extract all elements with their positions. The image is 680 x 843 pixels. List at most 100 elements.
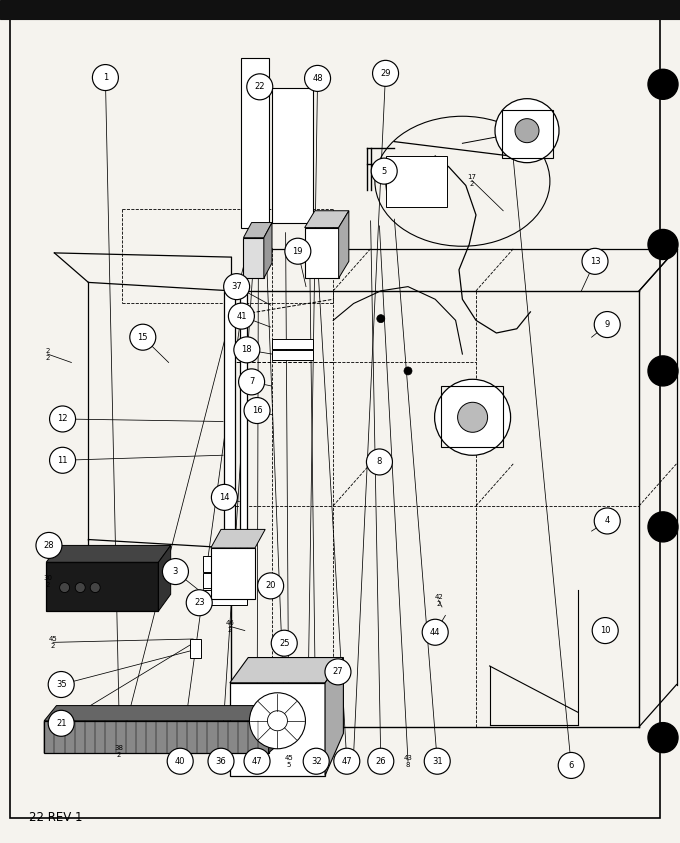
Circle shape bbox=[239, 369, 265, 395]
Circle shape bbox=[186, 590, 212, 615]
Circle shape bbox=[244, 749, 270, 774]
Text: 10: 10 bbox=[600, 626, 611, 635]
Bar bbox=[272, 88, 313, 223]
Circle shape bbox=[258, 573, 284, 599]
Text: 20: 20 bbox=[265, 582, 276, 590]
Circle shape bbox=[515, 119, 539, 142]
Circle shape bbox=[303, 749, 329, 774]
Polygon shape bbox=[339, 211, 349, 278]
Text: 48: 48 bbox=[312, 74, 323, 83]
Polygon shape bbox=[243, 223, 272, 238]
Text: 43
8: 43 8 bbox=[403, 754, 413, 768]
Text: 21: 21 bbox=[56, 719, 67, 728]
Circle shape bbox=[50, 406, 75, 432]
Circle shape bbox=[48, 672, 74, 697]
Circle shape bbox=[130, 325, 156, 350]
Circle shape bbox=[50, 448, 75, 473]
Bar bbox=[230, 683, 325, 776]
Text: 42
2: 42 2 bbox=[435, 593, 443, 607]
Text: 31: 31 bbox=[432, 757, 443, 765]
Polygon shape bbox=[264, 223, 272, 278]
Circle shape bbox=[648, 69, 678, 99]
Circle shape bbox=[371, 158, 397, 184]
Text: 13: 13 bbox=[590, 257, 600, 266]
Circle shape bbox=[594, 312, 620, 337]
Polygon shape bbox=[44, 706, 281, 721]
Text: 45
5: 45 5 bbox=[285, 754, 293, 768]
Text: 25: 25 bbox=[279, 639, 290, 647]
Circle shape bbox=[244, 398, 270, 423]
Circle shape bbox=[267, 711, 288, 731]
Text: 44: 44 bbox=[430, 628, 441, 636]
Circle shape bbox=[592, 618, 618, 643]
Text: 18: 18 bbox=[241, 346, 252, 354]
Bar bbox=[241, 57, 269, 228]
Polygon shape bbox=[230, 658, 343, 683]
Circle shape bbox=[228, 303, 254, 329]
Circle shape bbox=[234, 337, 260, 362]
Circle shape bbox=[368, 749, 394, 774]
Bar bbox=[203, 556, 247, 572]
Text: 30
2: 30 2 bbox=[43, 575, 52, 588]
Text: 12: 12 bbox=[57, 415, 68, 423]
Text: 17
2: 17 2 bbox=[467, 174, 477, 187]
Circle shape bbox=[648, 229, 678, 260]
Text: 22: 22 bbox=[254, 83, 265, 91]
Text: 15: 15 bbox=[137, 333, 148, 341]
Polygon shape bbox=[46, 545, 171, 562]
Circle shape bbox=[247, 74, 273, 99]
Circle shape bbox=[648, 722, 678, 753]
Bar bbox=[240, 291, 247, 548]
Text: 37: 37 bbox=[231, 282, 242, 291]
Text: 4: 4 bbox=[605, 517, 610, 525]
Bar bbox=[203, 590, 247, 605]
Text: 5: 5 bbox=[381, 167, 387, 175]
Polygon shape bbox=[211, 529, 265, 548]
Circle shape bbox=[558, 753, 584, 778]
Text: 11: 11 bbox=[57, 456, 68, 464]
Bar bbox=[386, 156, 447, 207]
Text: 46
2: 46 2 bbox=[225, 620, 235, 633]
Text: 35: 35 bbox=[56, 680, 67, 689]
Circle shape bbox=[334, 749, 360, 774]
Bar bbox=[211, 548, 255, 599]
Polygon shape bbox=[305, 211, 349, 228]
Circle shape bbox=[424, 749, 450, 774]
Circle shape bbox=[594, 508, 620, 534]
Text: 16: 16 bbox=[252, 406, 262, 415]
Bar bbox=[46, 562, 158, 611]
Circle shape bbox=[90, 583, 100, 593]
Text: 23: 23 bbox=[194, 599, 205, 607]
Circle shape bbox=[163, 559, 188, 584]
Circle shape bbox=[92, 65, 118, 90]
Text: 6: 6 bbox=[568, 761, 574, 770]
Bar bbox=[203, 573, 247, 588]
Bar bbox=[190, 639, 201, 658]
Circle shape bbox=[648, 512, 678, 542]
Circle shape bbox=[373, 61, 398, 86]
Text: 9: 9 bbox=[605, 320, 610, 329]
Text: 29: 29 bbox=[380, 69, 391, 78]
Text: 8: 8 bbox=[377, 458, 382, 466]
Text: 38
2: 38 2 bbox=[114, 745, 124, 759]
Circle shape bbox=[495, 99, 559, 163]
Bar bbox=[44, 721, 269, 753]
Text: 7: 7 bbox=[249, 378, 254, 386]
Bar bbox=[305, 228, 339, 278]
Bar bbox=[502, 110, 553, 158]
Text: 2
2: 2 2 bbox=[46, 347, 50, 361]
Text: 28: 28 bbox=[44, 541, 54, 550]
Circle shape bbox=[377, 314, 385, 323]
Circle shape bbox=[435, 379, 511, 455]
Text: 47: 47 bbox=[341, 757, 352, 765]
Text: 19: 19 bbox=[292, 247, 303, 255]
Bar bbox=[0, 0, 680, 19]
Polygon shape bbox=[325, 658, 343, 776]
Text: 26: 26 bbox=[375, 757, 386, 765]
Circle shape bbox=[404, 367, 412, 375]
Text: 3: 3 bbox=[173, 567, 178, 576]
Circle shape bbox=[75, 583, 85, 593]
Text: 36: 36 bbox=[216, 757, 226, 765]
Bar bbox=[441, 386, 503, 447]
Circle shape bbox=[648, 356, 678, 386]
